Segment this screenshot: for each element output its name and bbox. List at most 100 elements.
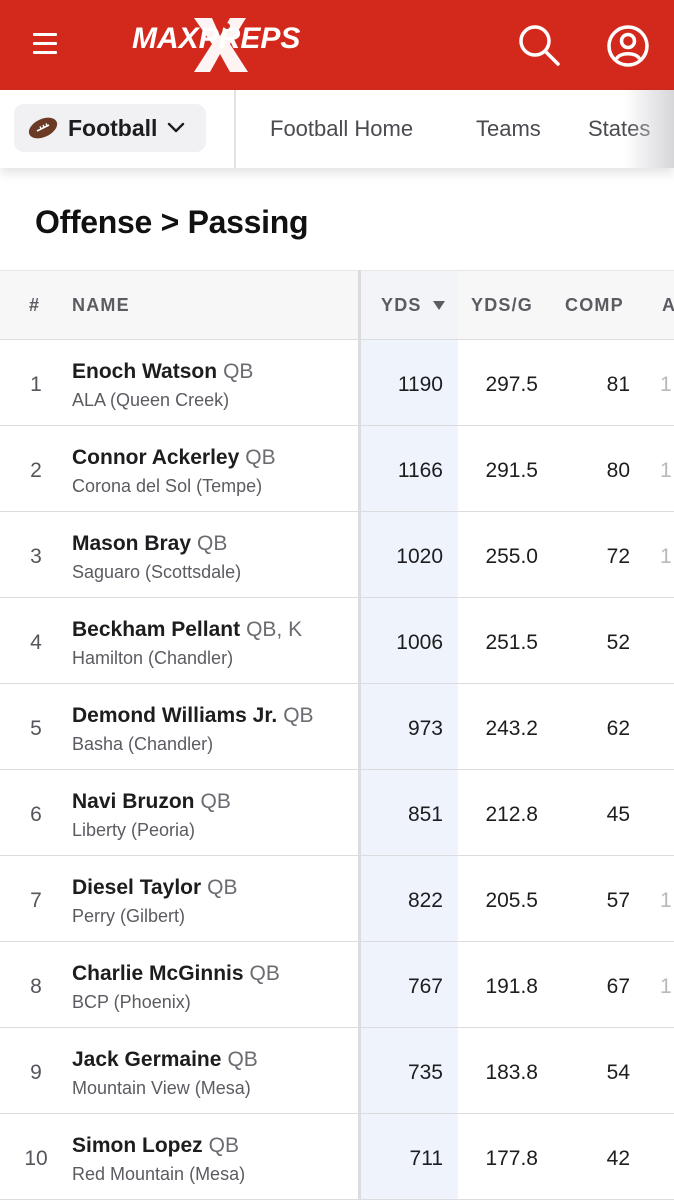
user-account-icon[interactable] <box>604 22 652 70</box>
stat-yds-per-game: 291.5 <box>485 459 538 482</box>
stat-yds-per-game: 243.2 <box>485 717 538 740</box>
nav-link-football-home[interactable]: Football Home <box>270 116 414 141</box>
player-name: Diesel Taylor <box>72 876 202 899</box>
player-name-link[interactable]: Beckham Pellant QB, K <box>72 618 302 642</box>
stat-att: 1 <box>660 459 672 482</box>
school-name-link[interactable]: Saguaro (Scottsdale) <box>72 562 242 582</box>
table-row[interactable]: 5 Demond Williams Jr. QB Basha (Chandler)… <box>0 684 674 770</box>
player-position: QB, K <box>246 618 303 641</box>
school-name-link[interactable]: BCP (Phoenix) <box>72 992 191 1012</box>
school-name-link[interactable]: Mountain View (Mesa) <box>72 1078 251 1098</box>
search-icon[interactable] <box>516 22 562 68</box>
stat-comp: 67 <box>606 975 630 998</box>
player-name: Mason Bray <box>72 532 192 555</box>
player-position: QB <box>200 790 231 813</box>
row-rank: 3 <box>30 545 42 568</box>
player-name-link[interactable]: Connor Ackerley QB <box>72 446 276 470</box>
football-icon <box>28 117 58 139</box>
stat-comp: 54 <box>606 1061 630 1084</box>
table-row[interactable]: 3 Mason Bray QB Saguaro (Scottsdale) 1020… <box>0 512 674 598</box>
school-name-link[interactable]: ALA (Queen Creek) <box>72 390 230 410</box>
stat-yds-per-game: 251.5 <box>485 631 538 654</box>
player-name-link[interactable]: Enoch Watson QB <box>72 360 253 384</box>
player-name-link[interactable]: Mason Bray QB <box>72 532 227 556</box>
header-yds[interactable]: YDS <box>381 295 446 316</box>
hamburger-menu-icon[interactable] <box>33 33 57 55</box>
stat-yds: 767 <box>407 975 443 998</box>
player-name-link[interactable]: Charlie McGinnis QB <box>72 962 280 986</box>
school-name-link[interactable]: Basha (Chandler) <box>72 734 214 754</box>
header-name[interactable]: NAME <box>72 295 130 315</box>
player-name: Enoch Watson <box>72 360 218 383</box>
stat-comp: 80 <box>606 459 630 482</box>
player-name-link[interactable]: Diesel Taylor QB <box>72 876 238 900</box>
sport-selector-label: Football <box>68 114 158 141</box>
table-row[interactable]: 9 Jack Germaine QB Mountain View (Mesa) 7… <box>0 1028 674 1114</box>
stat-comp: 42 <box>606 1147 630 1170</box>
table-row[interactable]: 1 Enoch Watson QB ALA (Queen Creek) 1190 … <box>0 340 674 426</box>
player-name: Navi Bruzon <box>72 790 195 813</box>
header-yds-per-game[interactable]: YDS/G <box>471 295 534 315</box>
stat-yds: 1020 <box>396 545 443 568</box>
stat-comp: 57 <box>606 889 630 912</box>
table-row[interactable]: 4 Beckham Pellant QB, K Hamilton (Chandle… <box>0 598 674 684</box>
stat-yds-per-game: 297.5 <box>485 373 538 396</box>
stat-comp: 72 <box>606 545 630 568</box>
header-comp[interactable]: COMP <box>565 295 624 315</box>
school-name-link[interactable]: Corona del Sol (Tempe) <box>72 476 263 496</box>
player-position: QB <box>245 446 276 469</box>
stat-yds-per-game: 212.8 <box>485 803 538 826</box>
header-att[interactable]: A <box>662 295 674 315</box>
row-rank: 2 <box>30 459 42 482</box>
row-rank: 7 <box>30 889 42 912</box>
stat-comp: 52 <box>606 631 630 654</box>
table-row[interactable]: 10 Simon Lopez QB Red Mountain (Mesa) 711… <box>0 1114 674 1200</box>
player-name-link[interactable]: Jack Germaine QB <box>72 1048 258 1072</box>
maxpreps-logo[interactable]: MAXPREPS <box>132 14 302 74</box>
table-row[interactable]: 8 Charlie McGinnis QB BCP (Phoenix) 767 1… <box>0 942 674 1028</box>
table-row[interactable]: 7 Diesel Taylor QB Perry (Gilbert) 822 20… <box>0 856 674 942</box>
row-rank: 4 <box>30 631 42 654</box>
player-name: Charlie McGinnis <box>72 962 244 985</box>
player-name: Demond Williams Jr. <box>72 704 278 727</box>
player-name-link[interactable]: Demond Williams Jr. QB <box>72 704 314 728</box>
player-position: QB <box>223 360 254 383</box>
player-position: QB <box>207 876 238 899</box>
scroll-fade <box>624 90 674 168</box>
stat-att: 1 <box>660 545 672 568</box>
school-name-link[interactable]: Liberty (Peoria) <box>72 820 196 840</box>
stat-att: 1 <box>660 975 672 998</box>
table-row[interactable]: 2 Connor Ackerley QB Corona del Sol (Temp… <box>0 426 674 512</box>
player-name: Simon Lopez <box>72 1134 203 1157</box>
row-rank: 8 <box>30 975 42 998</box>
table-header: # NAME YDS YDS/G COMP A <box>0 270 674 340</box>
player-name: Connor Ackerley <box>72 446 240 469</box>
stat-yds-per-game: 177.8 <box>485 1147 538 1170</box>
school-name-link[interactable]: Perry (Gilbert) <box>72 906 186 926</box>
frozen-column-divider <box>358 270 361 1200</box>
nav-link-teams[interactable]: Teams <box>476 116 541 141</box>
player-position: QB <box>208 1134 240 1157</box>
stat-yds: 1006 <box>396 631 443 654</box>
player-name: Jack Germaine <box>72 1048 222 1071</box>
row-rank: 9 <box>30 1061 42 1084</box>
stat-yds-per-game: 205.5 <box>485 889 538 912</box>
stat-comp: 81 <box>606 373 630 396</box>
header-yds-label: YDS <box>381 295 422 315</box>
table-row[interactable]: 6 Navi Bruzon QB Liberty (Peoria) 851 212… <box>0 770 674 856</box>
header-rank: # <box>29 295 41 315</box>
sport-selector[interactable]: Football <box>14 104 206 152</box>
school-name-link[interactable]: Hamilton (Chandler) <box>72 648 234 668</box>
stat-yds-per-game: 183.8 <box>485 1061 538 1084</box>
player-name-link[interactable]: Navi Bruzon QB <box>72 790 231 814</box>
stat-att: 1 <box>660 373 672 396</box>
chevron-down-icon <box>168 122 185 133</box>
player-name-link[interactable]: Simon Lopez QB <box>72 1134 239 1158</box>
stat-yds-per-game: 191.8 <box>485 975 538 998</box>
school-name-link[interactable]: Red Mountain (Mesa) <box>72 1164 246 1184</box>
player-position: QB <box>197 532 228 555</box>
subnav-divider <box>234 90 236 168</box>
row-rank: 10 <box>24 1147 48 1170</box>
stat-comp: 62 <box>606 717 630 740</box>
stat-yds: 1190 <box>397 373 443 396</box>
